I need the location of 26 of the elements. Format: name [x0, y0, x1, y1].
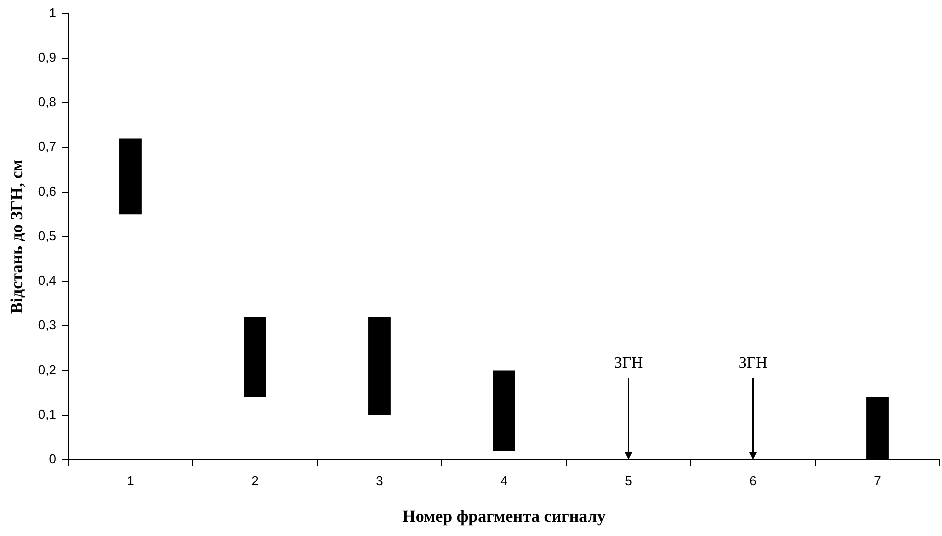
x-tick-label: 5	[625, 473, 632, 488]
bar	[120, 138, 142, 215]
bar	[493, 370, 516, 452]
x-tick-label: 3	[376, 473, 384, 488]
y-tick-label: 0,4	[38, 273, 56, 288]
y-tick-label: 0	[49, 452, 56, 467]
bar	[368, 317, 391, 416]
y-tick-label: 1	[49, 5, 56, 20]
annotation: ЗГН	[614, 355, 644, 372]
y-tick-label: 0,1	[38, 406, 56, 422]
y-tick-label: 0,5	[38, 228, 56, 244]
x-tick-label: 4	[500, 473, 508, 488]
x-tick-label: 2	[252, 473, 259, 488]
bar	[244, 317, 266, 398]
y-tick-label: 0,2	[38, 362, 56, 378]
y-tick-label: 0,3	[38, 318, 56, 333]
y-tick-label: 0,7	[38, 139, 56, 154]
x-tick-label: 1	[127, 473, 134, 488]
y-tick-label: 0,8	[38, 94, 56, 110]
x-tick-label: 6	[750, 473, 757, 488]
y-tick-label: 0,9	[38, 50, 56, 65]
x-tick-label: 7	[874, 473, 882, 488]
y-axis-title: Відстань до ЗГН, см	[8, 159, 27, 314]
annotation: ЗГН	[738, 355, 768, 372]
x-axis-title: Номер фрагмента сигналу	[402, 507, 606, 526]
y-tick-label: 0,6	[38, 184, 56, 199]
